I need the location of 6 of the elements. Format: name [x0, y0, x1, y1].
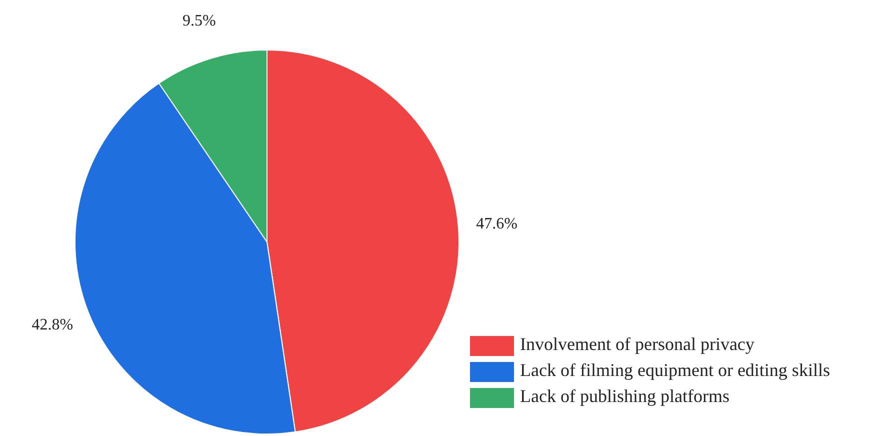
legend-label: Involvement of personal privacy [520, 334, 754, 354]
data-label: 42.8% [32, 316, 74, 334]
data-label: 47.6% [476, 216, 518, 233]
legend-label: Lack of publishing platforms [520, 386, 730, 406]
legend-label: Lack of filming equipment or editing skills [520, 360, 830, 380]
data-label: 9.5% [182, 12, 216, 30]
